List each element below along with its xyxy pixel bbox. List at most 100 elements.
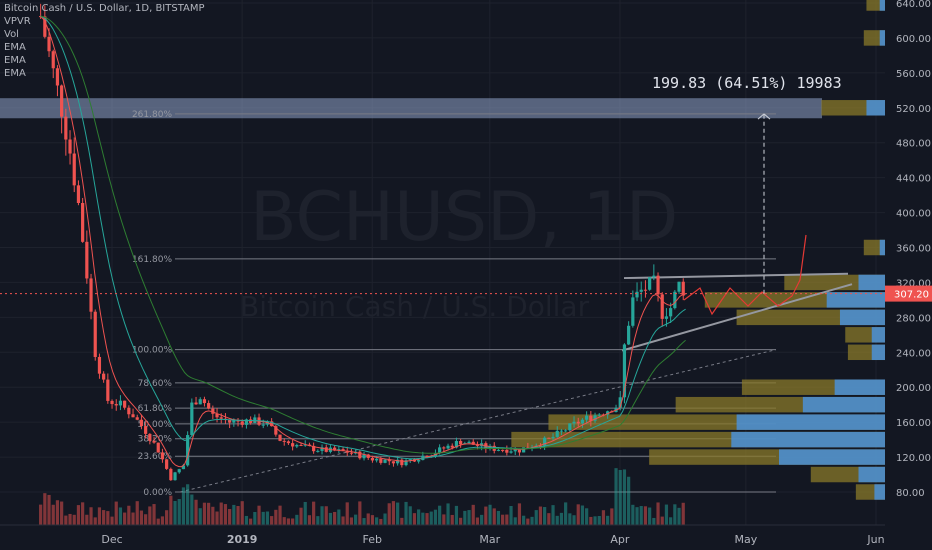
volume-bar (425, 513, 429, 525)
candle-body (303, 444, 307, 446)
candle-body (375, 458, 379, 461)
volume-bar (429, 511, 433, 525)
volume-bar (223, 504, 228, 525)
legend-indicator-ema[interactable]: EMA (4, 68, 26, 79)
measure-arrow-head (757, 113, 765, 120)
candle-body (55, 68, 60, 86)
candle-body (144, 426, 148, 434)
volume-bar (618, 469, 622, 525)
volume-bar (39, 504, 43, 525)
volume-bar (60, 501, 64, 525)
volume-profile-bar-up (858, 466, 885, 483)
volume-profile-bar-up (874, 484, 885, 500)
legend-indicator-ema[interactable]: EMA (4, 42, 26, 53)
volume-bar (64, 515, 68, 525)
candle-body (240, 421, 244, 425)
candle-body (148, 433, 152, 441)
volume-bar (349, 517, 354, 525)
candle-body (509, 451, 513, 453)
candle-body (194, 402, 198, 405)
candle-body (656, 275, 660, 295)
candle-body (295, 444, 299, 447)
volume-bar (236, 506, 240, 525)
candle-body (64, 116, 68, 140)
candle-body (312, 445, 316, 452)
price-tick-label: 400.00 (896, 209, 931, 220)
price-tick-label: 280.00 (896, 313, 931, 324)
volume-bar (551, 505, 555, 525)
volume-bar (375, 517, 379, 525)
volume-profile-bar-up (879, 239, 885, 256)
volume-bar (643, 506, 648, 525)
volume-bar (97, 507, 102, 525)
candle-body (337, 449, 341, 451)
volume-bar (501, 514, 505, 525)
candle-body (358, 451, 362, 459)
price-tick-label: 440.00 (896, 174, 931, 185)
volume-bar (656, 502, 660, 525)
volume-bar (211, 506, 215, 525)
candle-body (81, 202, 85, 242)
volume-profile-bar-up (736, 414, 885, 430)
volume-profile-bar-up (871, 327, 885, 343)
candle-body (454, 441, 459, 448)
volume-bar (135, 501, 139, 525)
candle-body (669, 308, 673, 317)
candle-body (165, 459, 169, 469)
volume-bar (337, 509, 341, 525)
candle-body (173, 472, 177, 481)
volume-bar (219, 502, 223, 525)
volume-bar (627, 476, 631, 525)
candle-body (215, 413, 219, 418)
fib-level-label: 61.80% (138, 404, 173, 414)
support-line (621, 283, 853, 352)
volume-bar (433, 509, 438, 525)
volume-bar (673, 504, 677, 525)
volume-bar (181, 487, 186, 525)
chart-legend: Bitcoin Cash / U.S. Dollar, 1D, BITSTAMP… (4, 2, 205, 80)
candle-body (316, 450, 320, 452)
volume-bar (303, 501, 307, 525)
price-tick-label: 520.00 (896, 104, 931, 115)
legend-indicator-ema[interactable]: EMA (4, 55, 26, 66)
candle-body (186, 435, 190, 466)
volume-bar (681, 502, 685, 525)
volume-bar (652, 517, 656, 525)
volume-bar (593, 516, 597, 525)
volume-bar (265, 511, 270, 525)
volume-bar (207, 502, 211, 525)
volume-bar (576, 504, 580, 525)
legend-indicator-vol[interactable]: Vol (4, 29, 19, 40)
candle-body (135, 417, 139, 420)
volume-profile-bar-up (779, 449, 885, 465)
candle-body (299, 444, 303, 446)
volume-bar (547, 513, 551, 525)
volume-bar (345, 502, 349, 525)
time-tick-label: 2019 (227, 533, 258, 546)
candle-body (228, 420, 232, 423)
candle-body (282, 440, 286, 442)
price-tick-label: 120.00 (896, 453, 931, 464)
candle-body (589, 415, 593, 421)
volume-bar (610, 508, 614, 525)
candle-body (68, 139, 72, 154)
candle-body (118, 400, 123, 406)
volume-bar (387, 503, 391, 525)
volume-bar (307, 515, 312, 525)
candle-body (593, 415, 597, 421)
volume-bar (358, 501, 362, 525)
legend-indicator-vpvr[interactable]: VPVR (4, 16, 31, 27)
volume-bar (631, 504, 635, 525)
candle-body (286, 441, 291, 444)
candle-body (106, 379, 110, 401)
volume-bar (509, 505, 513, 525)
volume-profile-bar-up (879, 0, 885, 11)
resistance-line (623, 272, 849, 280)
volume-bar (366, 513, 370, 525)
volume-bar (148, 506, 152, 525)
volume-bar (484, 506, 488, 525)
price-tick-label: 320.00 (896, 278, 931, 289)
candle-body (387, 459, 391, 462)
volume-bar (51, 504, 55, 525)
